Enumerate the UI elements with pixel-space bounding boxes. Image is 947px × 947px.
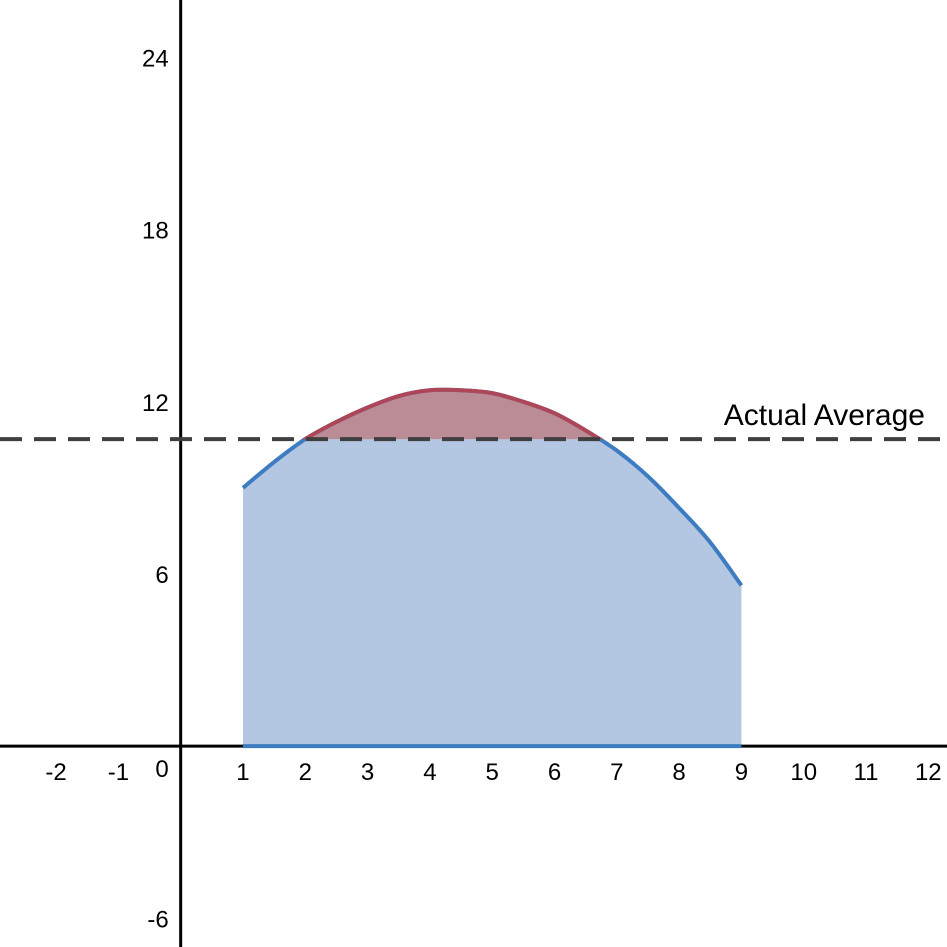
x-tick-label: 2 [299,759,312,786]
curve-line-above-average [301,387,604,440]
x-tick-label: 4 [423,759,436,786]
x-tick-label: 1 [236,759,249,786]
x-tick-label: 3 [361,759,374,786]
origin-label: 0 [155,756,168,783]
y-tick-label: 6 [155,562,168,589]
area-under-curve [242,389,742,747]
x-tick-label: 12 [915,759,942,786]
x-tick-label: 10 [790,759,817,786]
y-tick-label: -6 [147,906,168,933]
area-above-average [305,389,600,440]
curves [0,387,947,749]
x-tick-label: 8 [672,759,685,786]
x-tick-label: 5 [486,759,499,786]
y-tick-label: 12 [142,390,169,417]
x-tick-label: -2 [45,759,66,786]
x-tick-label: -1 [108,759,129,786]
shaded-regions [242,389,742,747]
x-tick-label: 9 [735,759,748,786]
y-tick-label: 18 [142,218,169,245]
x-tick-label: 11 [854,759,879,786]
average-line-label: Actual Average [724,399,925,432]
y-tick-label: 24 [142,45,169,72]
x-tick-label: 6 [548,759,561,786]
x-tick-label: 7 [610,759,623,786]
